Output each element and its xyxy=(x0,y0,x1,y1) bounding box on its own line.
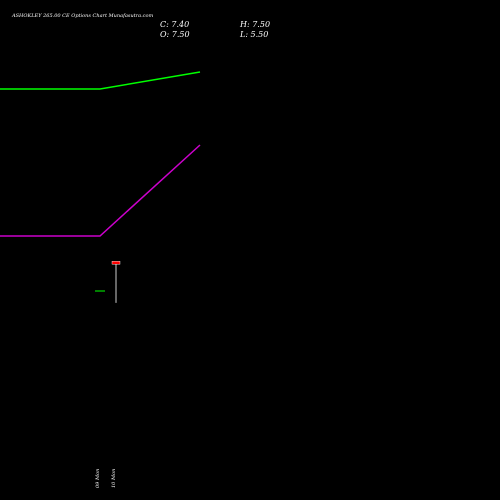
x-tick-label-0: 09 Mon xyxy=(95,469,101,488)
close-value: C: 7.40 xyxy=(160,20,189,29)
series-line-green xyxy=(0,71,201,90)
candle-body-1 xyxy=(111,261,121,265)
open-value: O: 7.50 xyxy=(160,30,190,39)
series-line-magenta xyxy=(0,144,201,237)
chart-title: ASHOKLEY 265.00 CE Options Chart Munafas… xyxy=(11,13,153,19)
low-value: L: 5.50 xyxy=(239,30,268,39)
x-tick-label-1: 10 Mon xyxy=(111,469,117,488)
candles-group xyxy=(95,261,121,303)
x-axis-labels: 09 Mon 10 Mon xyxy=(95,469,117,488)
high-value: H: 7.50 xyxy=(239,20,270,29)
